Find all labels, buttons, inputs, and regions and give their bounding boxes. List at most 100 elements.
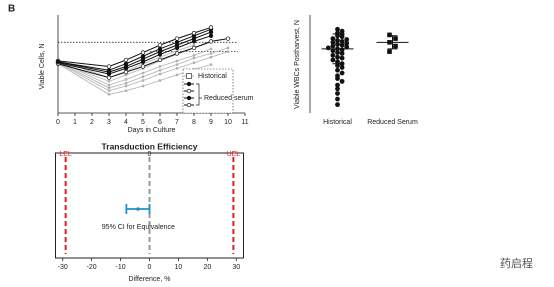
x-axis-label: Difference, % xyxy=(129,276,171,283)
series-line xyxy=(57,26,212,68)
point xyxy=(335,76,340,81)
interval-label: 95% CI for Equivalence xyxy=(102,224,175,231)
point xyxy=(124,81,128,85)
point xyxy=(335,102,340,108)
point xyxy=(339,42,345,48)
point xyxy=(344,40,350,46)
x-tick-label: 6 xyxy=(158,119,162,126)
x-tick-label: 7 xyxy=(175,119,179,126)
point xyxy=(157,49,163,54)
x-tick-label: -10 xyxy=(116,264,126,271)
point xyxy=(174,51,180,56)
point xyxy=(225,36,231,41)
point xyxy=(393,43,398,49)
point xyxy=(330,39,336,45)
x-tick-label: 4 xyxy=(124,119,128,126)
point xyxy=(175,67,179,70)
point xyxy=(344,37,350,42)
point xyxy=(123,57,129,63)
point xyxy=(330,52,336,58)
series-line xyxy=(57,28,212,71)
legend-swatch xyxy=(186,95,192,101)
reference-label: 0 xyxy=(148,151,152,158)
point xyxy=(158,65,162,68)
point xyxy=(339,51,345,56)
y-axis-label: Viable Cells, N xyxy=(39,44,46,90)
point xyxy=(208,29,214,35)
point xyxy=(106,75,112,80)
point xyxy=(339,78,345,84)
point xyxy=(226,46,230,50)
point xyxy=(192,61,196,65)
point xyxy=(335,82,340,88)
point xyxy=(335,91,340,96)
point xyxy=(339,55,345,61)
limit-label: LEL xyxy=(59,151,72,158)
x-tick-label: 5 xyxy=(141,119,145,126)
point xyxy=(191,36,197,41)
x-tick-label: -30 xyxy=(58,264,68,271)
point xyxy=(191,30,197,36)
point xyxy=(141,75,145,79)
point xyxy=(393,36,398,41)
point xyxy=(107,86,111,90)
point xyxy=(174,36,180,41)
point xyxy=(335,26,340,32)
point xyxy=(141,79,145,82)
legend-label: Reduced serum xyxy=(204,95,254,102)
point xyxy=(123,64,129,69)
point xyxy=(209,47,213,51)
point xyxy=(140,56,146,62)
point xyxy=(209,63,213,66)
x-tick-label: 30 xyxy=(232,264,240,271)
x-tick-label: 9 xyxy=(209,119,213,126)
point xyxy=(330,57,336,63)
point xyxy=(387,32,392,38)
chart-title: Transduction Efficiency xyxy=(102,141,198,151)
point xyxy=(175,63,179,66)
legend-label: Historical xyxy=(198,73,227,80)
point xyxy=(335,63,340,68)
point xyxy=(124,89,128,93)
point xyxy=(191,45,197,51)
legend-swatch xyxy=(186,81,192,87)
x-tick-label: 3 xyxy=(107,119,111,126)
point xyxy=(175,73,179,77)
legend-swatch xyxy=(186,102,192,108)
point xyxy=(209,52,213,55)
x-tick-label: 1 xyxy=(73,119,77,126)
legend-bracket xyxy=(196,83,202,106)
x-tick-label: 2 xyxy=(90,119,94,126)
point xyxy=(107,93,111,96)
x-tick-label: Reduced Serum xyxy=(367,119,418,126)
limit-label: UEL xyxy=(227,151,241,158)
point xyxy=(335,86,340,92)
point xyxy=(192,53,196,57)
point xyxy=(325,45,331,51)
x-tick-label: 0 xyxy=(56,119,60,126)
x-tick-label: 0 xyxy=(148,264,152,271)
series-line xyxy=(57,35,212,75)
x-axis-label: Days in Culture xyxy=(128,127,176,134)
point xyxy=(208,25,214,30)
point xyxy=(158,79,162,82)
panel-label: B xyxy=(8,4,15,15)
legend-swatch xyxy=(186,88,192,94)
point xyxy=(330,48,336,54)
legend-swatch xyxy=(186,73,192,79)
point xyxy=(124,78,128,81)
point xyxy=(157,42,163,48)
point xyxy=(107,89,111,93)
x-tick-label: Historical xyxy=(323,119,352,126)
point xyxy=(123,69,129,75)
point xyxy=(175,59,179,63)
point xyxy=(339,38,345,44)
point xyxy=(330,36,336,41)
point xyxy=(140,50,146,55)
point xyxy=(339,70,345,76)
point xyxy=(335,67,340,73)
x-tick-label: 8 xyxy=(192,119,196,126)
point xyxy=(157,57,163,63)
x-tick-label: 20 xyxy=(203,264,211,271)
series-line xyxy=(57,31,212,73)
